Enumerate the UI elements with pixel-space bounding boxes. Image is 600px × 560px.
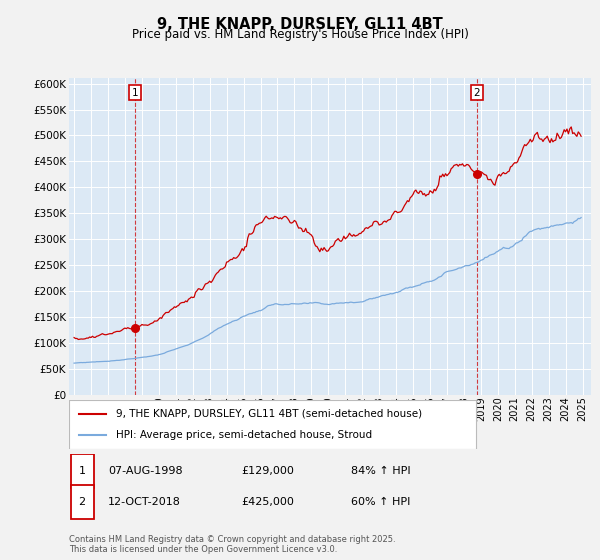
- Text: Price paid vs. HM Land Registry's House Price Index (HPI): Price paid vs. HM Land Registry's House …: [131, 28, 469, 41]
- Text: 84% ↑ HPI: 84% ↑ HPI: [351, 466, 410, 476]
- Text: 07-AUG-1998: 07-AUG-1998: [108, 466, 183, 476]
- FancyBboxPatch shape: [69, 400, 476, 449]
- Text: 2: 2: [79, 497, 86, 507]
- Text: HPI: Average price, semi-detached house, Stroud: HPI: Average price, semi-detached house,…: [116, 430, 372, 440]
- FancyBboxPatch shape: [71, 485, 94, 520]
- Text: Contains HM Land Registry data © Crown copyright and database right 2025.
This d: Contains HM Land Registry data © Crown c…: [69, 535, 395, 554]
- Text: 9, THE KNAPP, DURSLEY, GL11 4BT: 9, THE KNAPP, DURSLEY, GL11 4BT: [157, 17, 443, 32]
- Text: 2: 2: [473, 87, 480, 97]
- Text: 1: 1: [131, 87, 138, 97]
- Text: £425,000: £425,000: [241, 497, 294, 507]
- Text: 60% ↑ HPI: 60% ↑ HPI: [351, 497, 410, 507]
- Text: 12-OCT-2018: 12-OCT-2018: [108, 497, 181, 507]
- Text: 1: 1: [79, 466, 86, 476]
- Text: £129,000: £129,000: [241, 466, 294, 476]
- Text: 9, THE KNAPP, DURSLEY, GL11 4BT (semi-detached house): 9, THE KNAPP, DURSLEY, GL11 4BT (semi-de…: [116, 409, 422, 419]
- FancyBboxPatch shape: [71, 454, 94, 488]
